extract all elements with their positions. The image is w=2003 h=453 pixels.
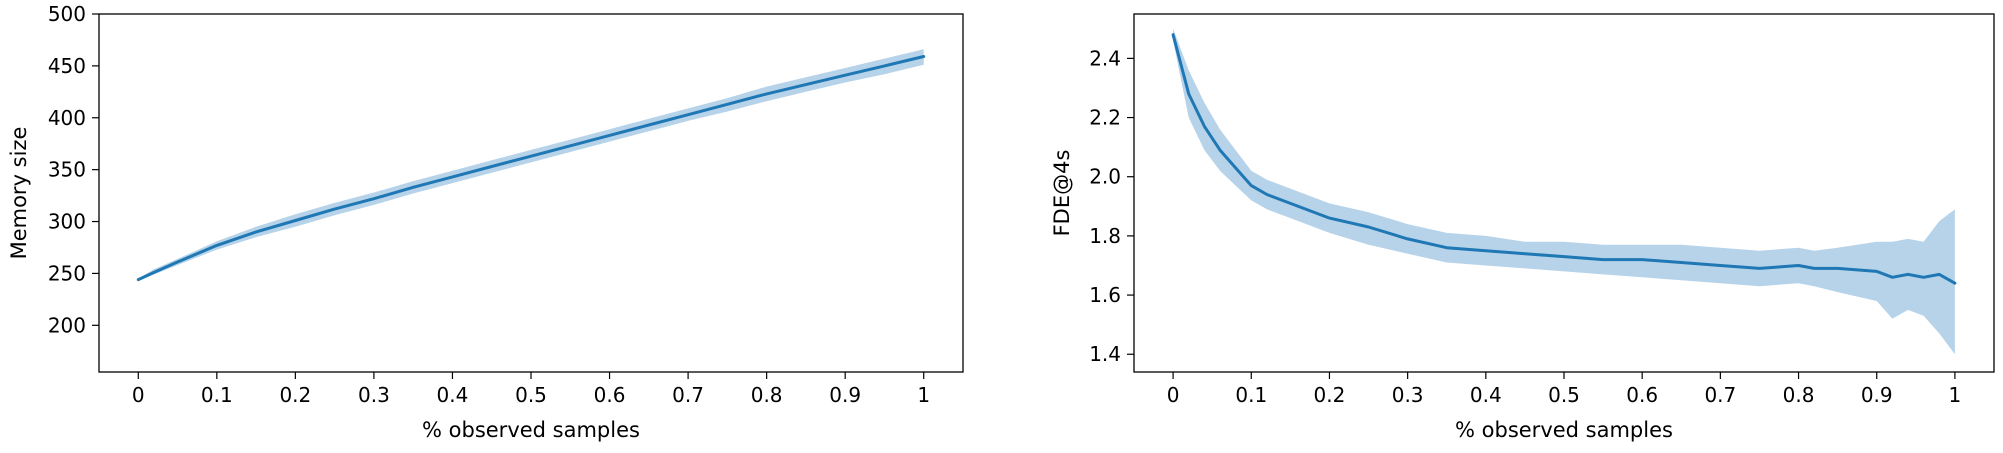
y-tick-label: 400: [48, 106, 86, 130]
y-tick-label: 1.6: [1089, 283, 1121, 307]
x-tick-label: 0: [132, 383, 145, 407]
x-tick-label: 0.2: [279, 383, 311, 407]
y-tick-label: 200: [48, 313, 86, 337]
y-tick-label: 2.0: [1089, 165, 1121, 189]
y-axis-label: Memory size: [7, 127, 31, 260]
x-tick-label: 0.4: [1470, 383, 1502, 407]
y-tick-label: 2.4: [1089, 46, 1121, 70]
x-tick-label: 0.1: [201, 383, 233, 407]
x-tick-label: 0.2: [1314, 383, 1346, 407]
x-axis-label: % observed samples: [1455, 418, 1673, 442]
x-tick-label: 1: [917, 383, 930, 407]
memory-size-chart: 0 0.1 0.2 0.3 0.4 0.5 0.6 0.7 0.8 0.9 1 200 250 300 35…: [7, 2, 964, 442]
y-tick-label: 500: [48, 2, 86, 26]
x-tick-label: 1: [1949, 383, 1962, 407]
y-axis-label: FDE@4s: [1050, 150, 1074, 237]
x-tick-label: 0.9: [829, 383, 861, 407]
x-tick-label: 0.3: [1392, 383, 1424, 407]
x-tick-label: 0.9: [1861, 383, 1893, 407]
x-tick-label: 0.6: [594, 383, 626, 407]
x-tick-label: 0.5: [515, 383, 547, 407]
axes-frame: [98, 13, 964, 373]
y-tick-label: 300: [48, 210, 86, 234]
y-tick-label: 450: [48, 54, 86, 78]
y-tick-label: 1.8: [1089, 224, 1121, 248]
confidence-band: [1173, 28, 1955, 355]
y-tick-label: 2.2: [1089, 106, 1121, 130]
x-tick-label: 0.3: [358, 383, 390, 407]
y-tick-label: 1.4: [1089, 342, 1121, 366]
x-tick-label: 0.6: [1626, 383, 1658, 407]
series-line: [1171, 33, 1957, 285]
x-tick-label: 0.8: [1783, 383, 1815, 407]
x-tick-label: 0.8: [751, 383, 783, 407]
y-tick-label: 250: [48, 261, 86, 285]
x-tick-label: 0: [1167, 383, 1180, 407]
x-tick-label: 0.4: [437, 383, 469, 407]
x-axis-label: % observed samples: [422, 418, 640, 442]
fde-chart: 0 0.1 0.2 0.3 0.4 0.5 0.6 0.7 0.8 0.9 1 1.4 1.6 1.8 2.…: [1050, 13, 1995, 442]
series-line: [136, 55, 926, 282]
x-tick-label: 0.5: [1548, 383, 1580, 407]
confidence-band: [138, 49, 924, 281]
y-tick-label: 350: [48, 158, 86, 182]
x-tick-label: 0.1: [1235, 383, 1267, 407]
x-tick-label: 0.7: [672, 383, 704, 407]
x-tick-label: 0.7: [1704, 383, 1736, 407]
